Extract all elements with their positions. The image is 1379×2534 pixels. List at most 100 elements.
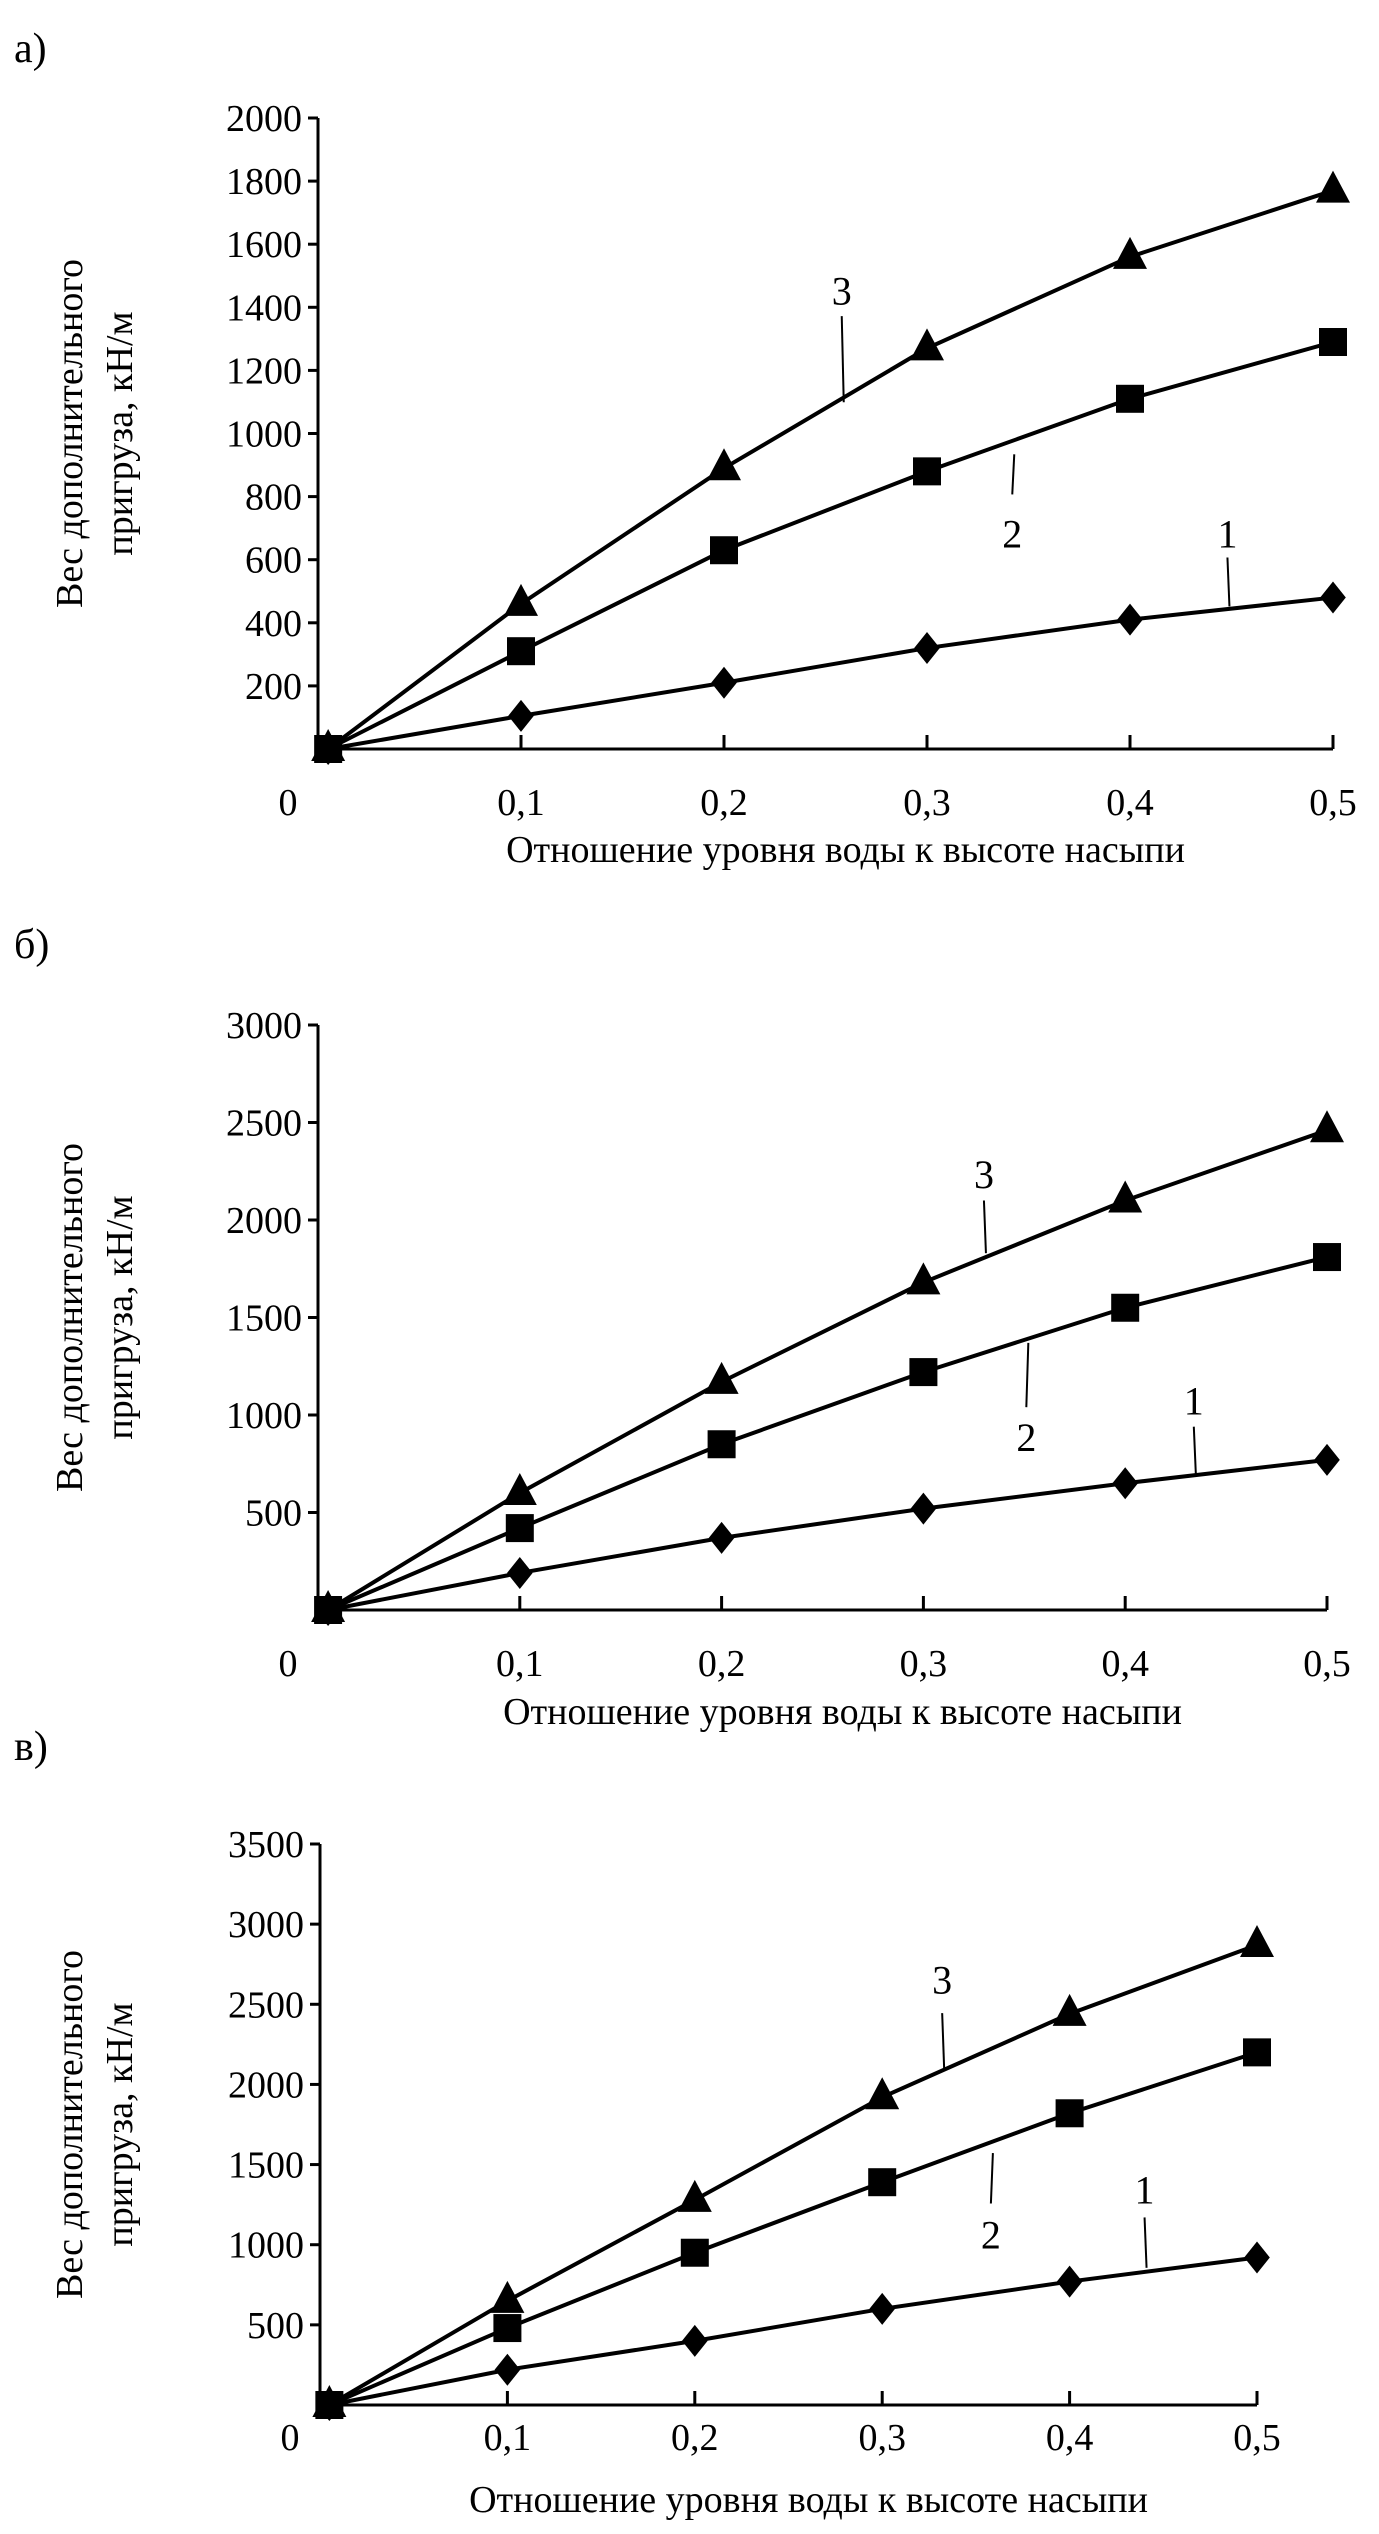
x-tick-label: 0,3 — [903, 782, 951, 824]
y-axis-title-line: пригруза, кН/м — [99, 1195, 141, 1439]
annotation-leader — [1143, 2217, 1148, 2268]
data-point-square — [1243, 2038, 1271, 2067]
data-point-diamond — [711, 666, 737, 699]
data-point-diamond — [1117, 603, 1143, 636]
y-tick-label: 3000 — [226, 1005, 302, 1047]
data-point-square — [707, 1430, 736, 1459]
data-point-square — [505, 1514, 534, 1543]
y-tick-label: 2500 — [226, 1103, 302, 1145]
y-tick-label: 2000 — [226, 1200, 302, 1242]
y-tick-label: 2000 — [228, 2064, 304, 2106]
annotation-label: 3 — [932, 1957, 952, 2002]
x-tick-label: 0 — [279, 782, 298, 824]
chart-panel-3: в) 500 1000 1500 2000 2500 3000 3500 0 0,1 0,2 0,3 0… — [14, 1724, 1281, 2521]
data-point-diamond — [682, 2324, 708, 2357]
series-line — [327, 1457, 1328, 1612]
data-point-diamond — [1314, 1443, 1340, 1476]
series-line — [328, 2255, 1258, 2407]
series-line — [327, 595, 1334, 751]
series-line — [328, 1943, 1258, 2407]
data-point-triangle — [707, 448, 741, 481]
x-tick-label: 0,5 — [1309, 782, 1357, 824]
panel-label: а) — [14, 26, 47, 72]
data-point-triangle — [906, 1262, 941, 1295]
data-point-triangle — [677, 2179, 712, 2212]
data-point-diamond — [708, 1521, 735, 1554]
y-tick-label: 2000 — [226, 98, 302, 140]
y-tick-label: 600 — [245, 540, 302, 582]
data-point-diamond — [1112, 1467, 1138, 1500]
series-1 — [315, 1443, 1340, 1626]
x-axis-title: Отношение уровня воды к высоте насыпи — [506, 829, 1185, 871]
y-tick-label: 1000 — [226, 414, 302, 456]
y-tick-label: 1500 — [228, 2145, 304, 2187]
x-tick-label: 0,4 — [1046, 2417, 1094, 2459]
x-axis-title: Отношение уровня воды к высоте насыпи — [503, 1691, 1182, 1733]
data-point-square — [507, 637, 535, 666]
annotation-label: 1 — [1217, 512, 1237, 557]
series-3 — [311, 1110, 1344, 1622]
data-point-diamond — [1320, 581, 1346, 614]
data-point-triangle — [1113, 236, 1147, 269]
y-tick-label: 1600 — [226, 224, 302, 266]
x-tick-label: 0,2 — [671, 2417, 719, 2459]
x-tick-label: 0,3 — [858, 2417, 906, 2459]
annotation-label: 3 — [974, 1152, 994, 1197]
data-point-triangle — [1316, 170, 1350, 203]
y-tick-label: 1000 — [228, 2225, 304, 2267]
x-tick-label: 0,1 — [484, 2417, 532, 2459]
y-tick-label: 1400 — [226, 287, 302, 329]
data-point-diamond — [507, 1556, 533, 1589]
series-2 — [314, 328, 1347, 763]
series-3 — [312, 1924, 1274, 2417]
data-point-triangle — [504, 583, 538, 616]
y-axis-title-line: Вес дополнительного — [49, 1143, 91, 1492]
annotation-leader — [982, 1200, 987, 1254]
chart-panel-2: б) 500 1000 1500 2000 2500 3000 0 0,1 0,2 0,3 0,4 0,… — [14, 922, 1351, 1733]
x-tick-label: 0 — [281, 2417, 300, 2459]
data-point-square — [1111, 1293, 1140, 1322]
data-point-square — [1055, 2099, 1084, 2128]
y-axis-title-line: пригруза, кН/м — [99, 2002, 141, 2246]
annotation-label: 2 — [1016, 1415, 1036, 1460]
y-tick-label: 2500 — [228, 1984, 304, 2026]
annotation-label: 1 — [1135, 2167, 1155, 2212]
data-point-square — [680, 2238, 709, 2267]
panel-label: в) — [14, 1724, 48, 1770]
series-2 — [315, 2038, 1271, 2419]
series-1 — [316, 2241, 1270, 2421]
annotation-leader — [1025, 1342, 1030, 1408]
x-tick-label: 0,4 — [1101, 1643, 1149, 1685]
data-point-triangle — [1310, 1110, 1344, 1143]
series-line — [328, 2050, 1258, 2407]
data-point-diamond — [508, 699, 534, 732]
data-point-square — [909, 1358, 938, 1387]
data-point-square — [1319, 328, 1347, 357]
annotation-leader — [1226, 557, 1231, 607]
data-point-triangle — [312, 2385, 347, 2417]
series-line — [326, 188, 1334, 751]
y-tick-label: 500 — [247, 2305, 304, 2347]
y-tick-label: 400 — [245, 603, 302, 645]
data-point-square — [493, 2314, 522, 2343]
data-point-triangle — [311, 729, 346, 761]
y-tick-label: 1500 — [226, 1298, 302, 1340]
data-point-diamond — [914, 632, 940, 665]
series-1 — [315, 581, 1346, 765]
annotation-label: 1 — [1184, 1379, 1204, 1424]
x-tick-label: 0,2 — [700, 782, 748, 824]
panel-label: б) — [14, 922, 49, 968]
x-tick-label: 0,1 — [496, 1643, 544, 1685]
y-tick-label: 500 — [245, 1493, 302, 1535]
data-point-triangle — [704, 1361, 739, 1394]
data-point-diamond — [1244, 2241, 1270, 2274]
y-tick-label: 800 — [245, 477, 302, 519]
data-point-square — [1116, 384, 1144, 413]
annotation-leader — [1192, 1426, 1197, 1474]
data-point-triangle — [1052, 1993, 1087, 2026]
y-tick-label: 200 — [245, 666, 302, 708]
chart-panel-1: а) 200 400 600 800 1000 1200 1400 1600 1800 2000 0 0… — [14, 26, 1357, 871]
data-point-diamond — [910, 1492, 937, 1525]
annotation-label: 3 — [832, 269, 852, 314]
y-tick-label: 3000 — [228, 1904, 304, 1946]
